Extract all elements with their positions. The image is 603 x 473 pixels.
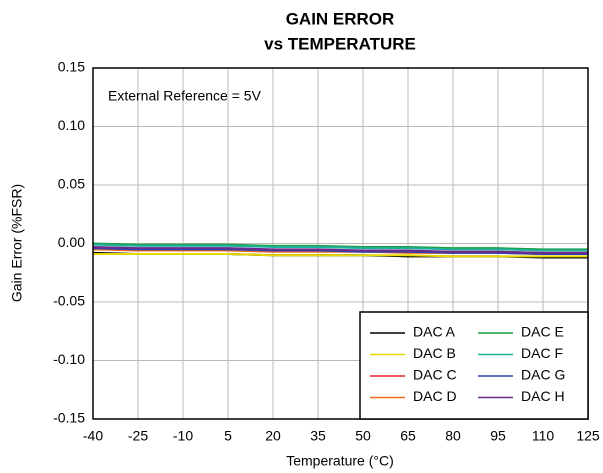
series-line: [92, 247, 588, 256]
chart-title: vs TEMPERATURE: [264, 34, 416, 53]
legend-box: [359, 311, 589, 420]
x-tick-label: -25: [128, 428, 148, 444]
x-tick-label: 65: [400, 428, 416, 444]
legend-label: DAC D: [413, 388, 457, 404]
series-line: [92, 246, 588, 254]
x-tick-label: -10: [173, 428, 193, 444]
x-tick-label: 80: [445, 428, 461, 444]
x-tick-label: 95: [490, 428, 506, 444]
y-tick-label: 0.05: [58, 176, 85, 192]
y-tick-label: 0.00: [58, 234, 85, 250]
legend-label: DAC H: [521, 388, 565, 404]
series-line: [92, 242, 588, 251]
legend-label: DAC A: [413, 324, 456, 340]
y-tick-label: -0.10: [53, 351, 85, 367]
x-tick-label: 5: [224, 428, 232, 444]
legend-label: DAC E: [521, 324, 564, 340]
y-tick-label: 0.15: [58, 59, 85, 75]
x-tick-label: -40: [83, 428, 103, 444]
series-line: [93, 253, 588, 258]
chart-title: GAIN ERROR: [286, 9, 395, 28]
y-tick-label: -0.05: [53, 293, 85, 309]
x-tick-label: 110: [532, 428, 555, 444]
x-tick-label: 50: [355, 428, 371, 444]
legend-label: DAC G: [521, 367, 565, 383]
x-tick-label: 35: [310, 428, 326, 444]
plot-frame: [92, 67, 589, 420]
x-tick-label: 125: [576, 428, 600, 444]
x-axis-label: Temperature (°C): [286, 453, 394, 469]
legend-label: DAC F: [521, 345, 563, 361]
y-tick-label: -0.15: [53, 410, 85, 426]
y-tick-label: 0.10: [58, 117, 85, 133]
legend-label: DAC C: [413, 367, 457, 383]
y-axis-label: Gain Error (%FSR): [9, 184, 25, 302]
legend-label: DAC B: [413, 345, 456, 361]
annotation: External Reference = 5V: [108, 88, 262, 104]
x-tick-label: 20: [265, 428, 281, 444]
series-line: [92, 243, 588, 252]
